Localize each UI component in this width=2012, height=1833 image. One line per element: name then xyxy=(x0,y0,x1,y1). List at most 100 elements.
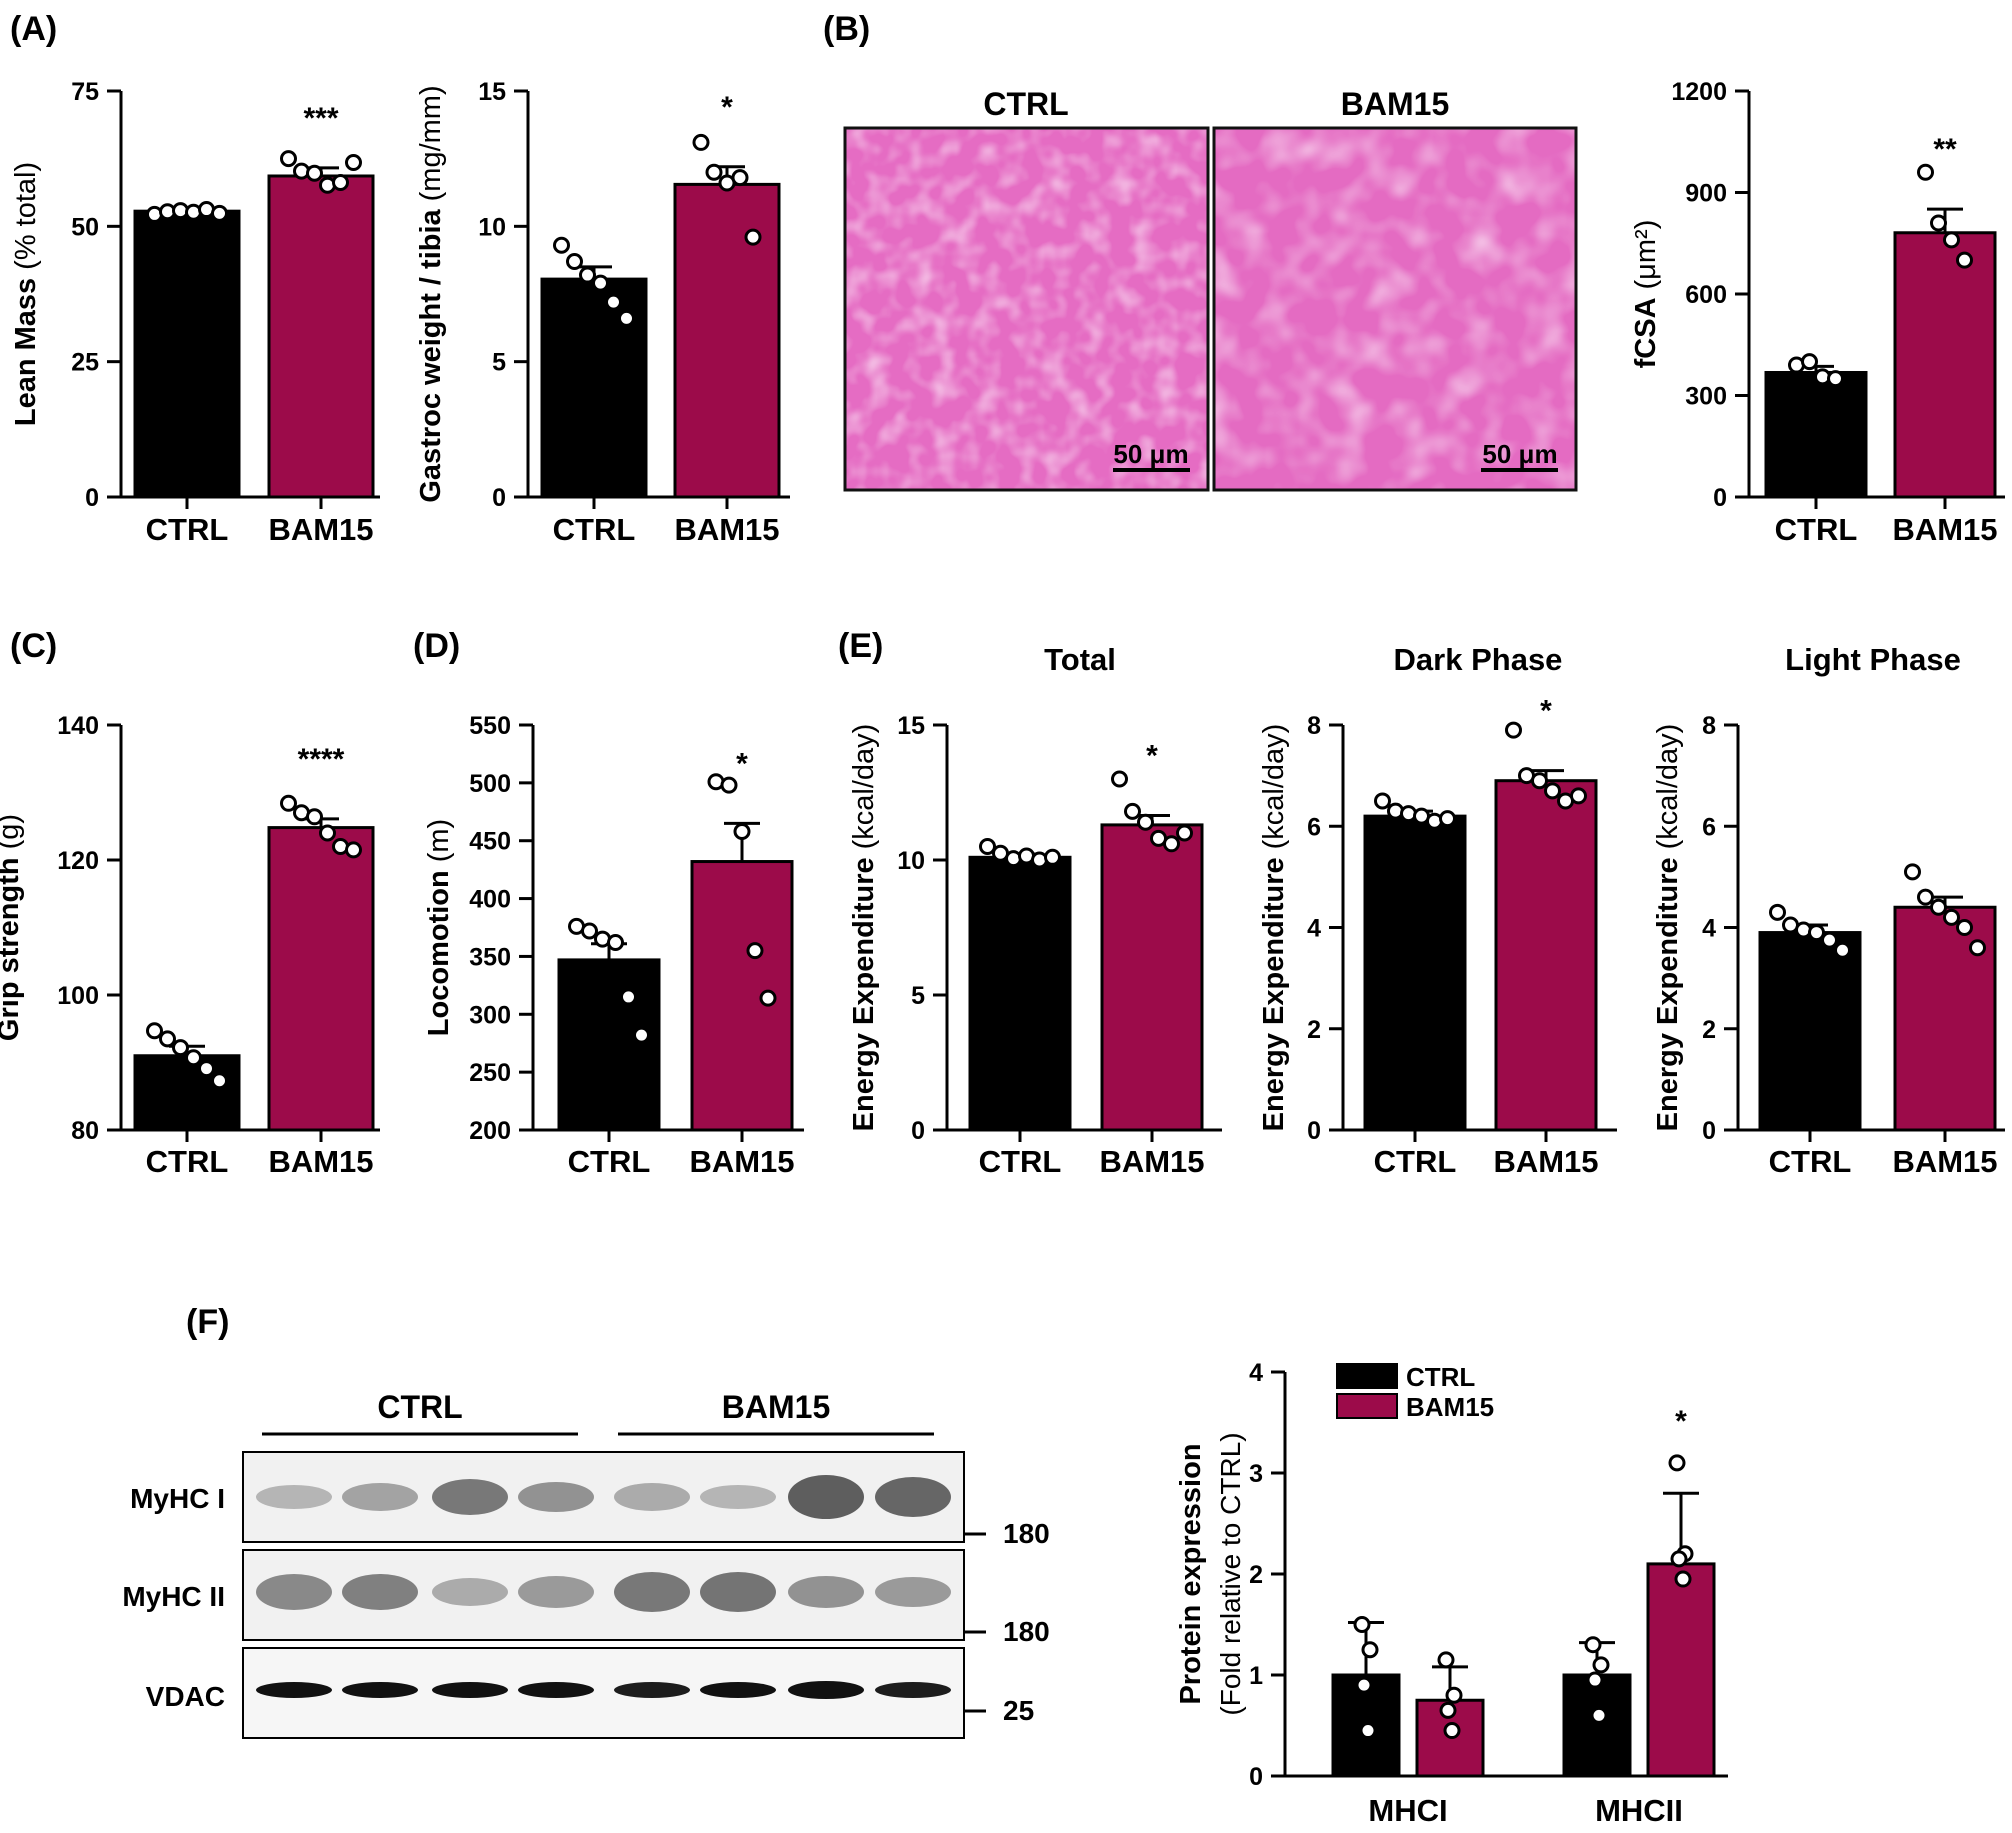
x-tick-label: BAM15 xyxy=(674,512,779,547)
blot-band xyxy=(875,1682,951,1698)
x-tick-label: BAM15 xyxy=(1892,1144,1997,1179)
y-axis-label: Energy Expenditure (kcal/day) xyxy=(1652,724,1684,1132)
blot-band xyxy=(342,1483,418,1511)
significance-marker: * xyxy=(1146,739,1158,772)
blot-row-label-myhc1: MyHC I xyxy=(130,1483,225,1514)
y-tick-label: 4 xyxy=(1702,915,1716,943)
y-axis-label: Locomotion (m) xyxy=(423,819,455,1036)
significance-marker: * xyxy=(721,91,733,124)
data-point xyxy=(1531,772,1548,790)
y-tick-label: 10 xyxy=(478,213,506,241)
bar-bam15 xyxy=(690,860,794,1132)
data-point xyxy=(1674,1570,1692,1588)
chart-ee-light: 0 2 4 6 8 Energy Expenditure (kcal/day) Light P… xyxy=(1652,642,2005,1179)
y-axis-label: Energy Expenditure (kcal/day) xyxy=(1258,724,1290,1132)
blot-band xyxy=(432,1479,508,1515)
y-tick-label: 5 xyxy=(492,349,506,377)
data-point xyxy=(1176,824,1193,842)
y-tick-label: 15 xyxy=(897,712,925,740)
x-tick-label: CTRL xyxy=(1769,1144,1852,1179)
x-tick-label: CTRL xyxy=(146,512,229,547)
y-axis-label-main: Locomotion xyxy=(423,870,455,1036)
y-tick-label: 140 xyxy=(57,712,99,740)
western-blot: CTRL BAM15 MyHC I MyHC II VDAC 180 180 2… xyxy=(122,1389,1050,1739)
data-point xyxy=(1930,214,1947,232)
bar-bam15 xyxy=(267,174,375,499)
y-tick-label: 25 xyxy=(71,349,99,377)
y-tick-label: 2 xyxy=(1249,1561,1263,1589)
data-point xyxy=(1821,931,1838,949)
y-tick-label: 900 xyxy=(1685,180,1727,208)
y-tick-label: 200 xyxy=(469,1117,511,1145)
y-tick-label: 0 xyxy=(492,484,506,512)
data-point xyxy=(319,824,336,842)
histology-image-ctrl: 50 μm xyxy=(843,126,1210,492)
data-point xyxy=(1163,835,1180,853)
y-tick-label: 250 xyxy=(469,1059,511,1087)
significance-marker: * xyxy=(1540,695,1552,728)
data-point xyxy=(1590,1706,1608,1724)
data-point xyxy=(332,173,349,191)
y-axis-label-unit: (kcal/day) xyxy=(848,724,880,850)
x-tick-label: BAM15 xyxy=(1493,1144,1598,1179)
data-point xyxy=(280,150,297,168)
x-tick-label: CTRL xyxy=(1374,1144,1457,1179)
data-point xyxy=(746,942,764,960)
data-point xyxy=(1437,1651,1455,1669)
data-point xyxy=(159,1030,176,1048)
histology-image-bam15: 50 μm xyxy=(1212,126,1578,492)
y-tick-label: 1200 xyxy=(1671,78,1727,106)
data-point xyxy=(1359,1722,1377,1740)
y-axis-label: Lean Mass (% total) xyxy=(10,162,42,426)
blot-band xyxy=(432,1682,508,1698)
data-point xyxy=(345,841,362,859)
y-axis-label-unit: (kcal/day) xyxy=(1258,724,1290,850)
panel-label-a: (A) xyxy=(10,10,57,48)
x-tick-label: BAM15 xyxy=(268,1144,373,1179)
y-tick-label: 15 xyxy=(478,78,506,106)
y-axis-label: Grip strength (g) xyxy=(0,814,25,1041)
data-point xyxy=(1124,802,1141,820)
blot-band xyxy=(700,1485,776,1509)
data-point xyxy=(1827,370,1844,388)
panel-label-e: (E) xyxy=(838,627,883,665)
data-point xyxy=(705,163,723,181)
blot-band xyxy=(432,1578,508,1606)
x-tick-label: MHCII xyxy=(1595,1793,1683,1828)
bar-ctrl xyxy=(1758,931,1862,1132)
data-point xyxy=(633,1026,650,1044)
data-point xyxy=(172,1039,189,1057)
legend-swatch-bam15 xyxy=(1336,1393,1398,1419)
chart-ee-total: 0 5 10 15 Energy Expenditure (kcal/day) Total C… xyxy=(848,642,1222,1179)
significance-marker: **** xyxy=(298,743,345,776)
data-point xyxy=(579,266,596,284)
data-point xyxy=(731,169,749,187)
histology-label-bam15: BAM15 xyxy=(1341,86,1449,122)
blot-band xyxy=(788,1475,864,1519)
data-point xyxy=(1374,792,1391,810)
data-point xyxy=(1956,919,1973,936)
blot-band xyxy=(875,1477,951,1517)
blot-band xyxy=(788,1576,864,1608)
data-point xyxy=(1544,782,1561,800)
blot-group-ctrl: CTRL xyxy=(377,1389,462,1425)
data-point xyxy=(1445,1686,1463,1704)
blot-band xyxy=(518,1482,594,1512)
chart-title: Dark Phase xyxy=(1394,642,1563,677)
data-point xyxy=(720,776,738,794)
y-tick-label: 75 xyxy=(71,78,99,106)
data-point xyxy=(1956,251,1973,269)
data-point xyxy=(1834,941,1851,959)
y-axis-label-main: Protein expression xyxy=(1175,1443,1207,1704)
data-point xyxy=(1943,908,1960,926)
data-point xyxy=(1570,787,1587,805)
blot-bands xyxy=(256,1475,951,1699)
x-tick-label: CTRL xyxy=(568,1144,651,1179)
y-axis-label-unit: (g) xyxy=(0,814,25,849)
y-tick-label: 0 xyxy=(1713,484,1727,512)
bar-bam15 xyxy=(1893,231,1997,499)
y-axis-label-main: Lean Mass xyxy=(10,278,42,426)
blot-marker-180-a: 180 xyxy=(1003,1518,1050,1549)
y-tick-label: 1 xyxy=(1249,1662,1263,1690)
data-point xyxy=(1355,1676,1373,1694)
